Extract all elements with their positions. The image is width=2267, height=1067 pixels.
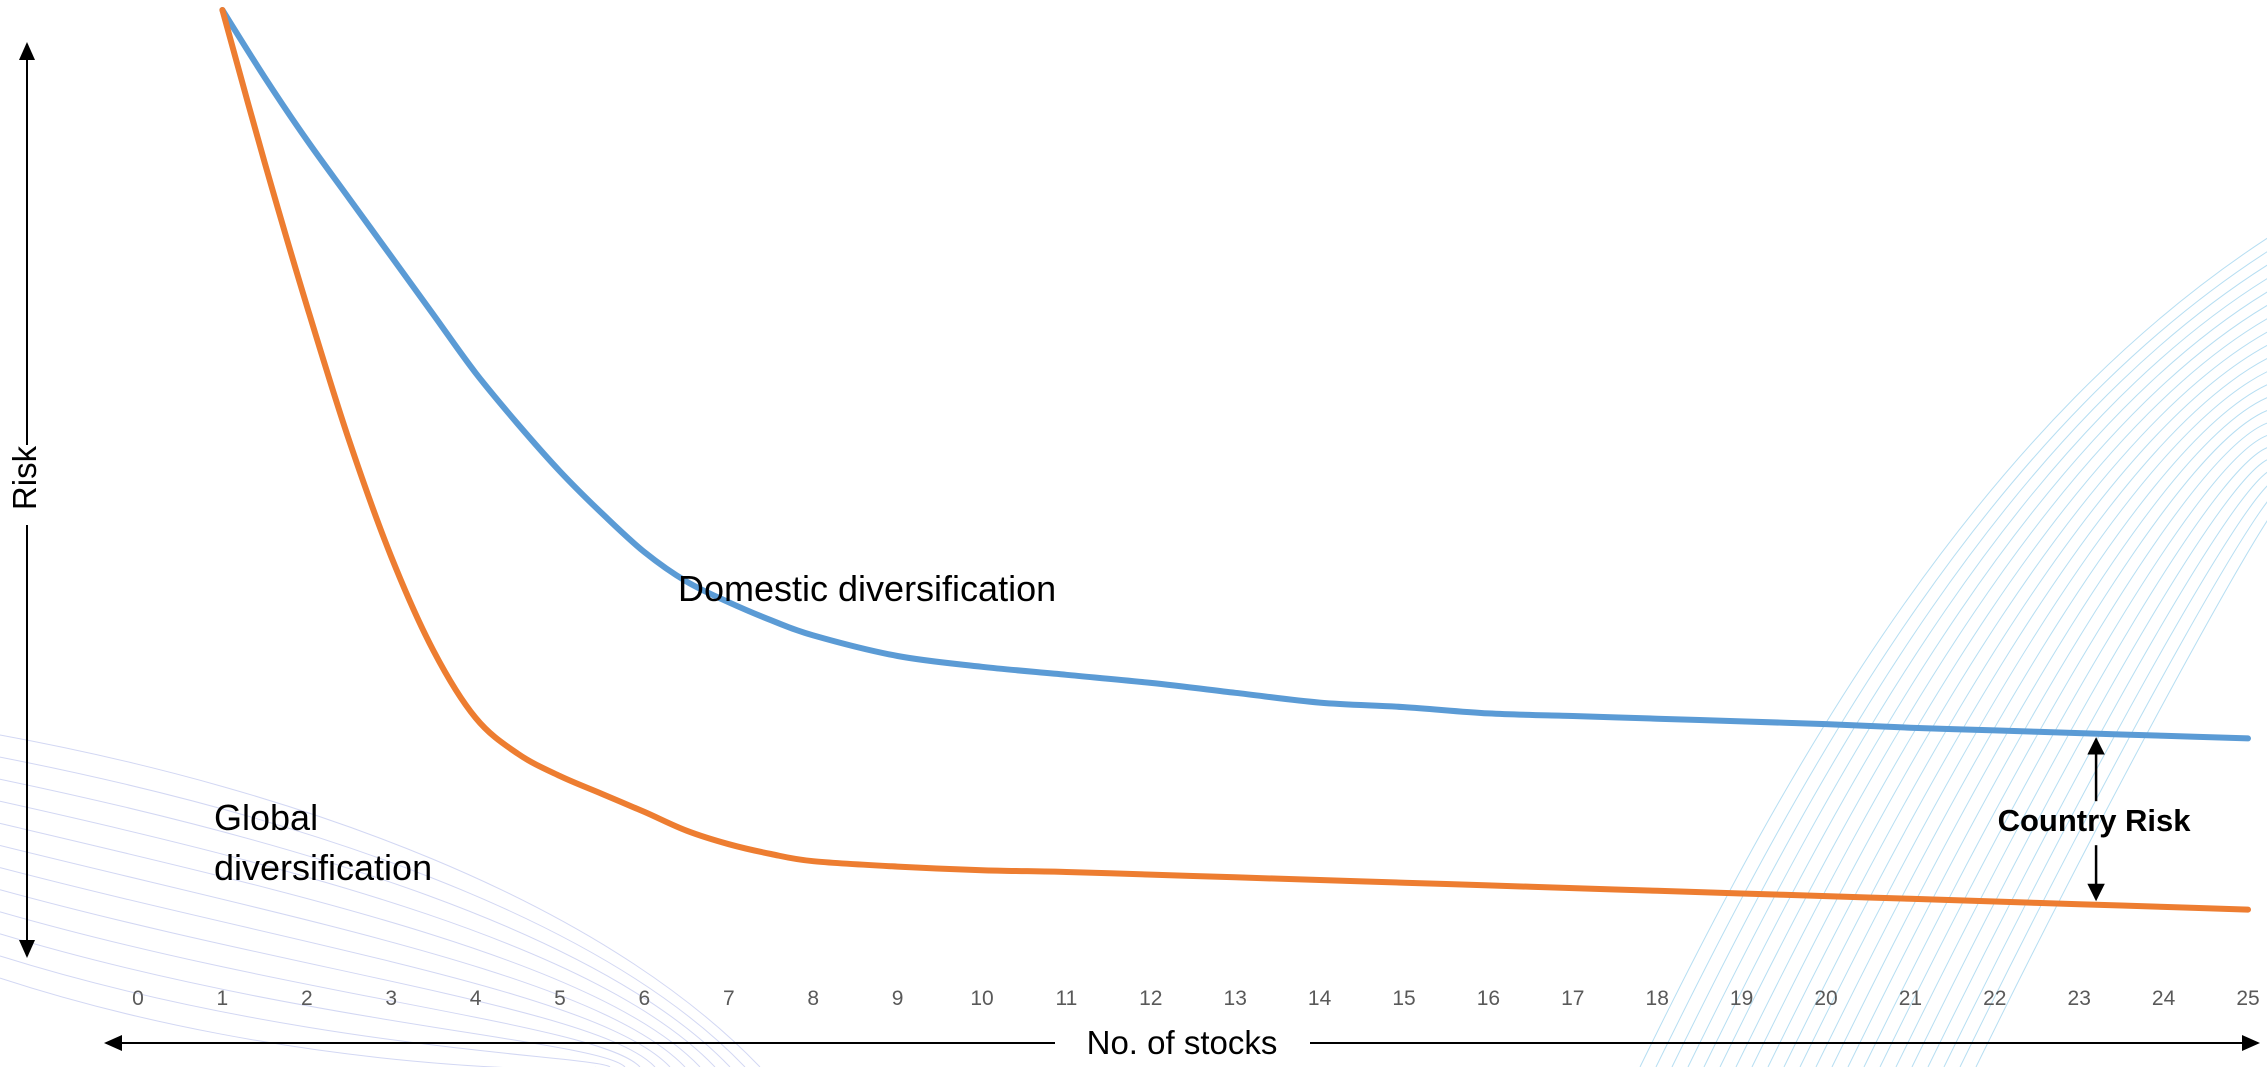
x-tick-label: 7	[723, 987, 735, 1010]
bg-swoosh-right	[1847, 410, 2267, 1067]
y-axis: Risk	[6, 42, 43, 958]
bg-swoosh-right	[1831, 397, 2267, 1067]
x-tick-label: 4	[470, 987, 482, 1010]
bg-swoosh-left	[0, 778, 731, 1067]
domestic-diversification-line	[219, 7, 2251, 742]
bg-swoosh-left	[0, 845, 686, 1067]
bg-swoosh-right	[1751, 331, 2267, 1067]
bg-swoosh-left	[0, 933, 626, 1067]
x-tick-label: 9	[892, 987, 904, 1010]
bg-swoosh-left	[0, 734, 761, 1067]
bg-swoosh-right	[1703, 291, 2267, 1067]
bg-swoosh-right	[1815, 384, 2267, 1067]
bg-swoosh-right	[1767, 344, 2267, 1067]
bg-swoosh-left	[0, 800, 716, 1067]
x-tick-label: 11	[1055, 987, 1077, 1010]
background-swoosh-decoration	[0, 237, 2267, 1067]
x-tick-label: 10	[970, 987, 993, 1010]
x-tick-label: 5	[554, 987, 566, 1010]
x-tick-label: 1	[217, 987, 229, 1010]
bg-swoosh-left	[0, 911, 641, 1067]
bg-swoosh-left	[0, 756, 746, 1067]
bg-swoosh-right	[1911, 459, 2267, 1067]
x-tick-label: 21	[1899, 987, 1922, 1010]
bg-swoosh-right	[1943, 485, 2267, 1067]
series-label-global-line2: diversification	[214, 847, 432, 888]
x-tick-label: 18	[1646, 987, 1669, 1010]
series-label-domestic: Domestic diversification	[678, 568, 1056, 609]
bg-swoosh-right	[1639, 237, 2267, 1067]
series-lines	[219, 7, 2251, 913]
bg-swoosh-right	[1863, 422, 2267, 1067]
x-tick-label: 16	[1477, 987, 1500, 1010]
bg-swoosh-right	[1799, 371, 2267, 1067]
bg-swoosh-right	[1671, 264, 2267, 1067]
x-tick-label: 19	[1730, 987, 1753, 1010]
x-tick-label: 24	[2152, 987, 2176, 1010]
x-tick-label: 6	[639, 987, 651, 1010]
bg-swoosh-right	[1719, 305, 2267, 1067]
bg-swoosh-right	[1895, 447, 2267, 1067]
x-tick-label: 12	[1139, 987, 1162, 1010]
x-tick-label: 15	[1392, 987, 1415, 1010]
x-tick-label: 13	[1224, 987, 1247, 1010]
country-risk-annotation: Country Risk	[1998, 737, 2192, 902]
series-label-global-line1: Global	[214, 797, 318, 838]
x-tick-label: 2	[301, 987, 313, 1010]
x-tick-labels: 0 1 2 3 4 5 6 7 8 9 10 11 12 13 14 15 16 17 18 19 20 21 22 23 24…	[132, 987, 2260, 1010]
bg-swoosh-right	[1975, 520, 2267, 1067]
bg-swoosh-right	[1783, 358, 2267, 1067]
country-risk-label: Country Risk	[1998, 803, 2192, 838]
bg-swoosh-left	[0, 977, 596, 1067]
x-tick-label: 3	[385, 987, 397, 1010]
x-tick-label: 14	[1308, 987, 1332, 1010]
x-tick-label: 22	[1983, 987, 2006, 1010]
x-axis-label: No. of stocks	[1087, 1024, 1278, 1061]
x-tick-label: 20	[1814, 987, 1837, 1010]
x-tick-label: 8	[807, 987, 819, 1010]
bg-swoosh-right	[1735, 318, 2267, 1067]
bg-swoosh-right	[1687, 278, 2267, 1067]
bg-swoosh-right	[1959, 501, 2267, 1067]
bg-swoosh-right	[1655, 251, 2267, 1067]
x-tick-label: 25	[2236, 987, 2259, 1010]
bg-swoosh-left	[0, 889, 656, 1067]
bg-swoosh-left	[0, 867, 671, 1067]
bg-swoosh-right	[1879, 435, 2267, 1067]
global-diversification-line	[219, 7, 2251, 913]
x-axis: No. of stocks 0 1 2 3 4 5 6 7 8 9 10 11 12 13 14 15 16 17…	[104, 987, 2260, 1061]
bg-swoosh-right	[1927, 471, 2267, 1067]
y-axis-label: Risk	[6, 445, 43, 510]
bg-swoosh-left	[0, 822, 701, 1067]
x-tick-label: 23	[2068, 987, 2091, 1010]
x-tick-label: 0	[132, 987, 144, 1010]
x-tick-label: 17	[1561, 987, 1584, 1010]
